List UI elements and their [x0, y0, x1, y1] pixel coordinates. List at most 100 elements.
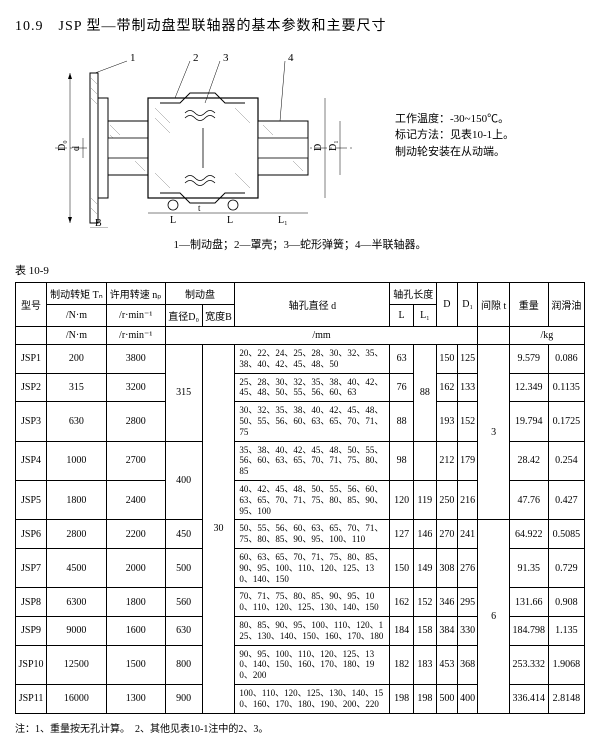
- svg-text:1: 1: [130, 52, 136, 64]
- table-cell: 90、95、100、110、120、125、130、140、150、160、17…: [235, 645, 390, 684]
- table-cell: 179: [457, 441, 478, 480]
- table-cell: 9.579: [509, 345, 548, 374]
- col-np: 许用转速 nₚ: [106, 283, 165, 305]
- table-cell: 131.66: [509, 588, 548, 617]
- table-row: JSP62800220045050、55、56、60、63、65、70、71、7…: [16, 520, 585, 549]
- table-cell: 146: [413, 520, 436, 549]
- table-cell: 150: [437, 345, 458, 374]
- table-cell: 1.9068: [548, 645, 584, 684]
- table-cell: 183: [413, 645, 436, 684]
- table-cell: 330: [457, 616, 478, 645]
- table-cell: 184.798: [509, 616, 548, 645]
- svg-text:B: B: [95, 218, 102, 228]
- table-cell: 368: [457, 645, 478, 684]
- table-cell: JSP1: [16, 345, 47, 374]
- table-cell: 162: [390, 588, 413, 617]
- table-cell: 6: [478, 520, 509, 713]
- table-cell: 150: [390, 548, 413, 587]
- table-cell: 2700: [106, 441, 165, 480]
- table-cell: 152: [413, 588, 436, 617]
- section-title: 10.9 JSP 型—带制动盘型联轴器的基本参数和主要尺寸: [15, 15, 585, 35]
- col-model: 型号: [16, 283, 47, 327]
- table-cell: 0.427: [548, 480, 584, 519]
- table-cell: 346: [437, 588, 458, 617]
- table-cell: 47.76: [509, 480, 548, 519]
- table-cell: 70、71、75、80、85、90、95、100、110、120、125、130…: [235, 588, 390, 617]
- table-cell: 2800: [47, 520, 107, 549]
- table-label: 表 10-9: [15, 262, 585, 278]
- table-cell: 4500: [47, 548, 107, 587]
- unit-kg: /kg: [509, 327, 584, 345]
- col-D: D: [437, 283, 458, 327]
- table-cell: 6300: [47, 588, 107, 617]
- table-cell: 276: [457, 548, 478, 587]
- col-d0: 直径D₀: [165, 305, 202, 327]
- table-cell: 336.414: [509, 684, 548, 713]
- table-cell: 91.35: [509, 548, 548, 587]
- diagram-notes: 工作温度：-30~150℃。 标记方法：见表10-1上。 制动轮安装在从动端。: [395, 111, 514, 161]
- col-weight: 重量: [509, 283, 548, 327]
- table-cell: 3200: [106, 373, 165, 402]
- table-cell: 152: [457, 402, 478, 441]
- table-cell: 2800: [106, 402, 165, 441]
- table-cell: 25、28、30、32、35、38、40、42、45、48、50、55、56、6…: [235, 373, 390, 402]
- table-cell: 3800: [106, 345, 165, 374]
- table-cell: 12.349: [509, 373, 548, 402]
- table-cell: 384: [437, 616, 458, 645]
- table-cell: 1600: [106, 616, 165, 645]
- table-cell: 76: [390, 373, 413, 402]
- table-cell: 253.332: [509, 645, 548, 684]
- svg-text:D₁: D₁: [328, 140, 339, 151]
- table-cell: 9000: [47, 616, 107, 645]
- svg-text:t: t: [198, 203, 201, 213]
- table-cell: 158: [413, 616, 436, 645]
- table-cell: 1.135: [548, 616, 584, 645]
- table-cell: 0.1135: [548, 373, 584, 402]
- col-d: 轴孔直径 d: [235, 283, 390, 327]
- table-cell: 800: [165, 645, 202, 684]
- svg-text:d: d: [71, 146, 82, 151]
- table-cell: JSP11: [16, 684, 47, 713]
- col-l1: L₁: [413, 305, 436, 327]
- table-cell: 0.908: [548, 588, 584, 617]
- table-cell: 98: [390, 441, 413, 480]
- table-cell: 1300: [106, 684, 165, 713]
- svg-text:L₁: L₁: [278, 215, 288, 226]
- table-cell: 16000: [47, 684, 107, 713]
- col-borelen: 轴孔长度: [390, 283, 437, 305]
- table-cell: 60、63、65、70、71、75、80、85、90、95、100、110、12…: [235, 548, 390, 587]
- table-cell: 80、85、90、95、100、110、120、125、130、140、150、…: [235, 616, 390, 645]
- table-cell: 88: [413, 345, 436, 442]
- table-cell: 193: [437, 402, 458, 441]
- table-cell: 3: [478, 345, 509, 520]
- col-b: 宽度B: [202, 305, 235, 327]
- table-cell: 900: [165, 684, 202, 713]
- technical-diagram: 1 2 3 4 D₀ d L L t L₁ D D₁: [35, 43, 375, 228]
- table-cell: 560: [165, 588, 202, 617]
- table-cell: 28.42: [509, 441, 548, 480]
- table-cell: 63: [390, 345, 413, 374]
- svg-text:D: D: [313, 144, 324, 151]
- table-cell: 0.729: [548, 548, 584, 587]
- table-cell: 64.922: [509, 520, 548, 549]
- unit-rpm: /r·min⁻¹: [106, 305, 165, 327]
- table-cell: JSP9: [16, 616, 47, 645]
- table-cell: JSP2: [16, 373, 47, 402]
- table-cell: 250: [437, 480, 458, 519]
- table-cell: 100、110、120、125、130、140、150、160、170、180、…: [235, 684, 390, 713]
- table-cell: JSP10: [16, 645, 47, 684]
- table-cell: 212: [437, 441, 458, 480]
- table-cell: 30: [202, 345, 235, 714]
- unit-mm: /mm: [165, 327, 478, 345]
- col-l: L: [390, 305, 413, 327]
- table-cell: 400: [165, 441, 202, 520]
- table-cell: 400: [457, 684, 478, 713]
- footnote: 注：1、重量按无孔计算。 2、其他见表10-1注中的2、3。: [15, 720, 585, 735]
- table-cell: 20、22、24、25、28、30、32、35、38、40、42、45、48、5…: [235, 345, 390, 374]
- table-cell: 453: [437, 645, 458, 684]
- table-cell: 270: [437, 520, 458, 549]
- col-D1: D₁: [457, 283, 478, 327]
- table-cell: 119: [413, 480, 436, 519]
- diagram-caption: 1—制动盘；2—罩壳；3—蛇形弹簧；4—半联轴器。: [15, 236, 585, 252]
- svg-text:2: 2: [193, 52, 199, 64]
